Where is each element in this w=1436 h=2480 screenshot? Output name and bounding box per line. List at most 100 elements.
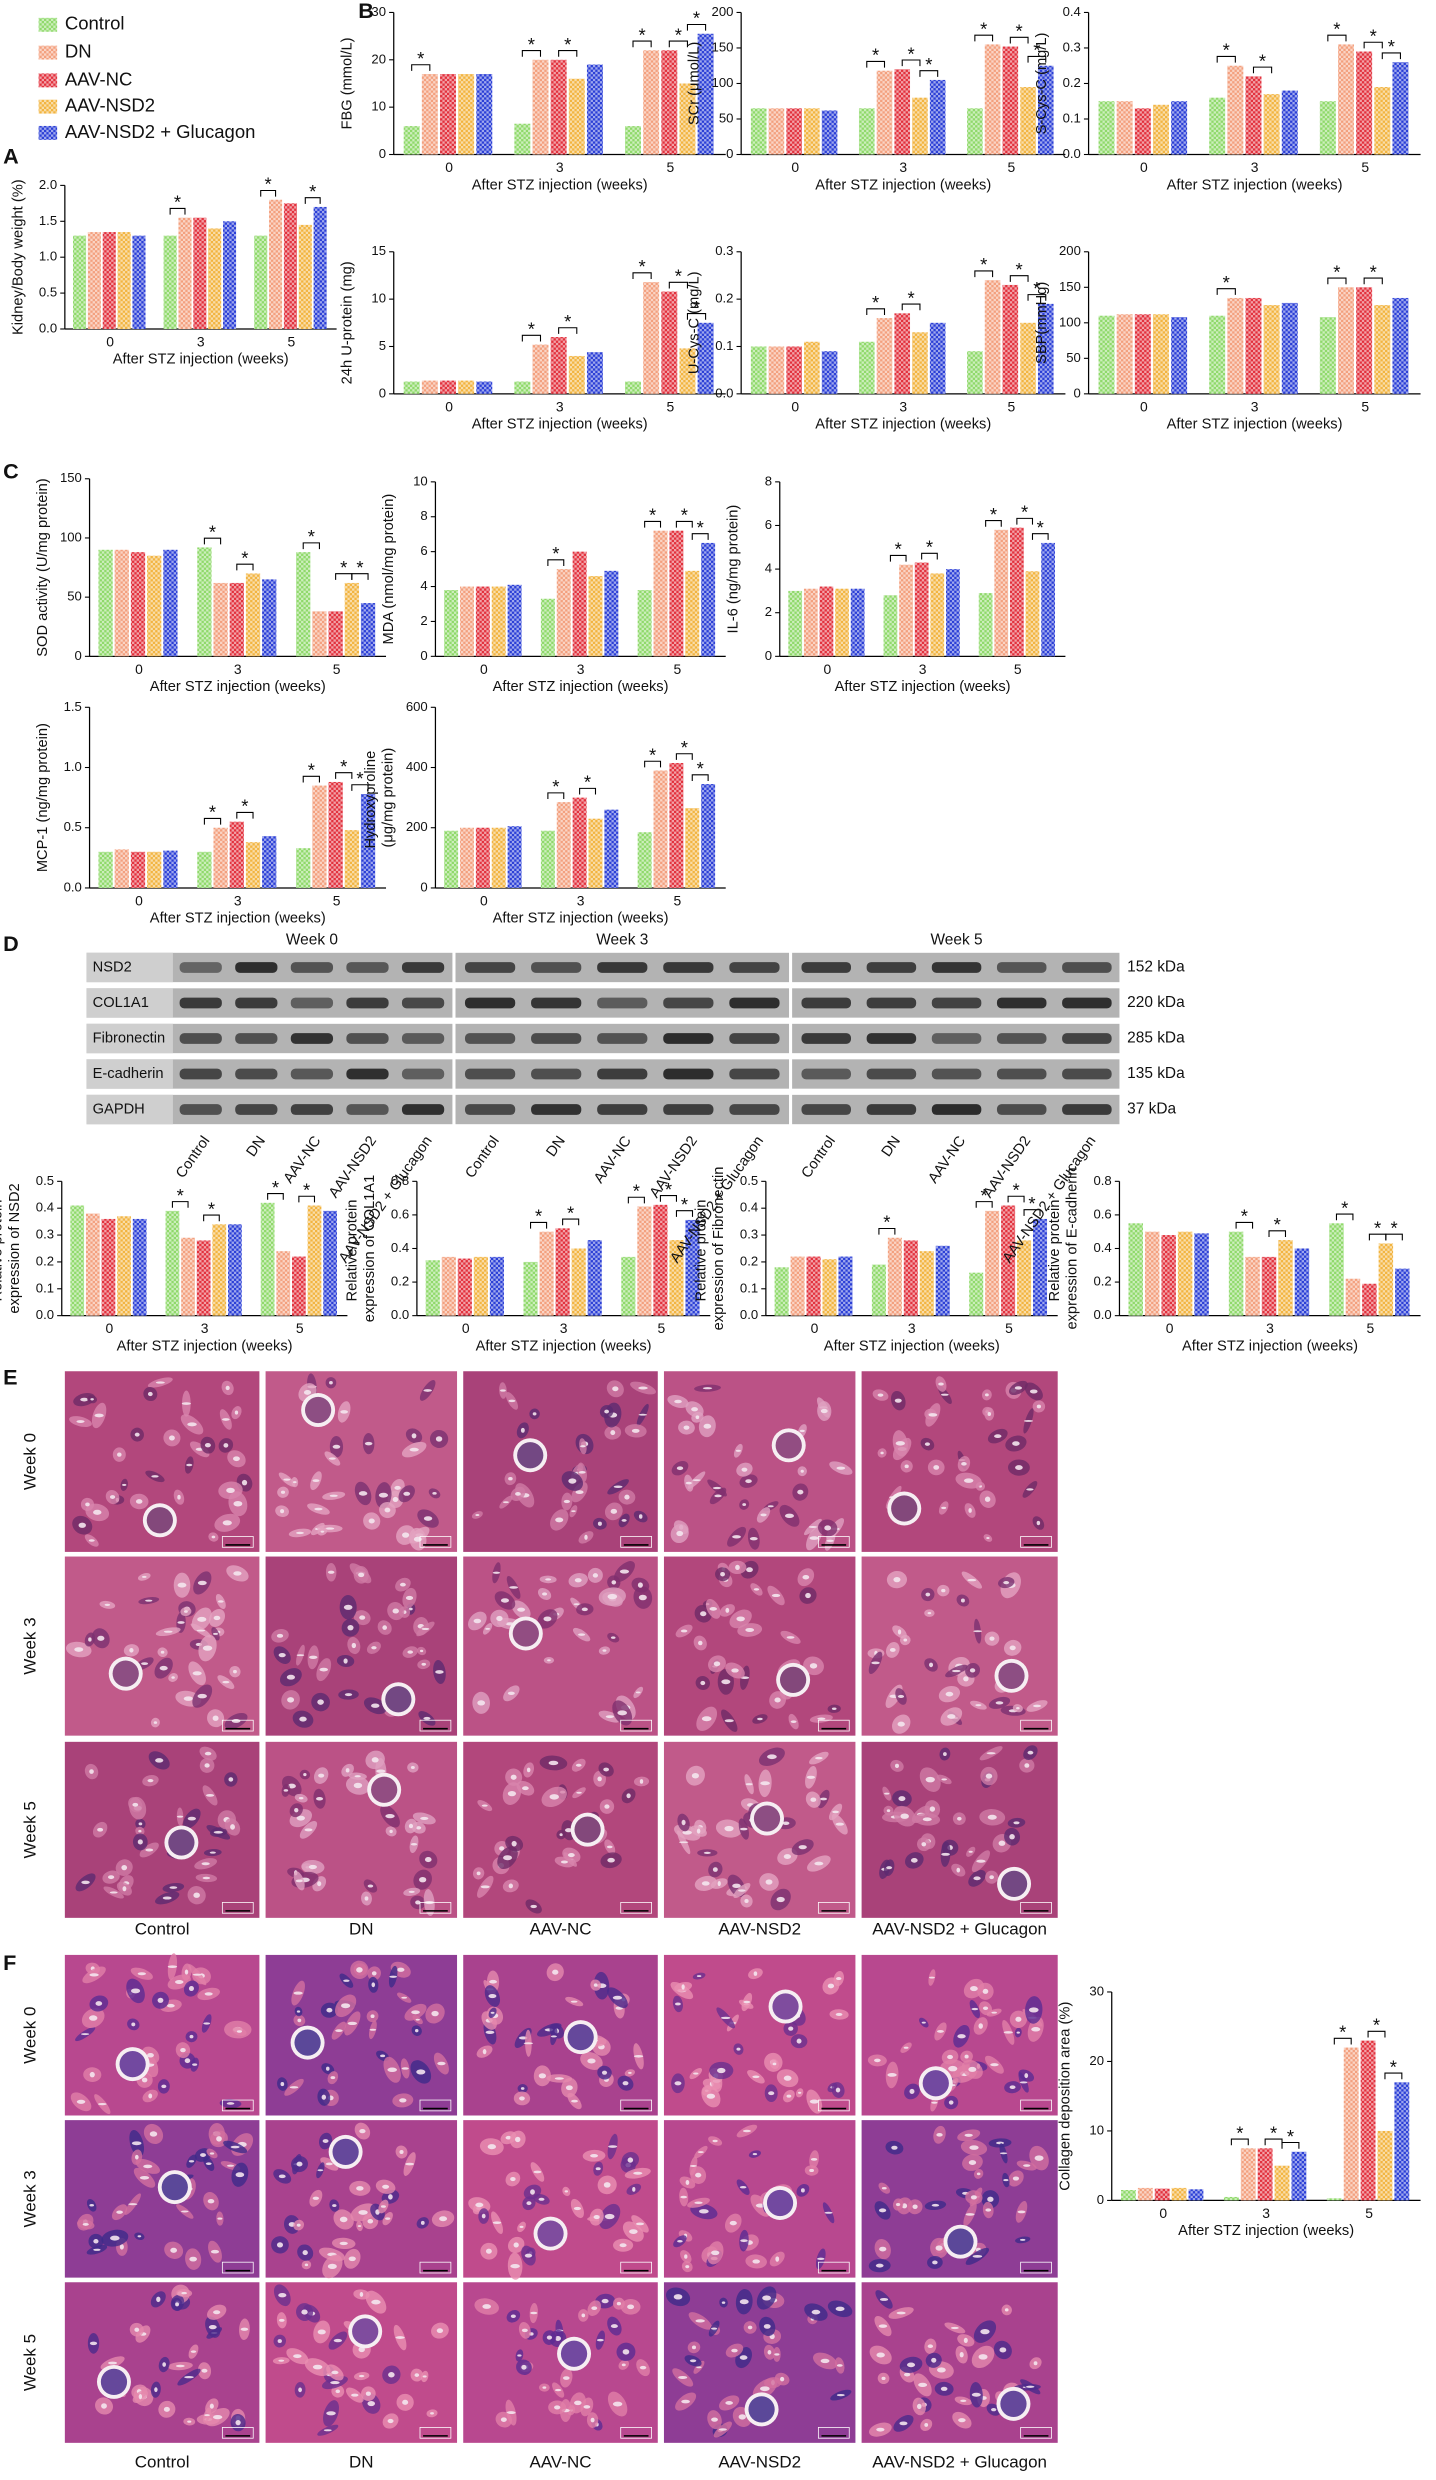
bar [1261,1256,1277,1316]
bar [587,1240,602,1316]
bar [262,836,277,888]
tissue-lumen [141,1662,149,1665]
tissue-lumen [93,2239,99,2244]
tissue-lumen [601,2298,609,2304]
significance-bracket [675,753,693,760]
tissue-lumen [364,1896,369,1901]
bar [1037,65,1054,155]
tissue-lumen [814,1861,824,1866]
tissue-lumen [162,2362,167,2367]
tissue-lumen [947,1714,956,1719]
tissue-lumen [296,2161,303,2167]
histology-image [265,2282,458,2443]
histology-row-label: Week 3 [20,2170,39,2227]
blot-lane-label: Control [799,1133,839,1181]
tissue-lumen [627,2304,635,2310]
tissue-lumen [633,2171,643,2175]
significance-mark: * [981,1185,988,1206]
bar [768,346,785,394]
tissue-lumen [724,1825,734,1832]
histology-row-label: Week 3 [20,1617,39,1674]
significance-mark: * [980,254,987,275]
significance-bracket [1335,1213,1354,1221]
bar [1134,314,1151,394]
bar [117,232,131,329]
y-axis-label-line: expression of Fibronectin [711,1167,727,1331]
tissue-lumen [228,1777,234,1782]
bar [344,582,359,657]
bar [313,206,327,329]
blot-band [401,997,445,1009]
tissue-lumen [1015,1465,1023,1471]
x-axis-label: After STZ injection (weeks) [835,679,1011,695]
y-tick-label: 2.0 [39,177,57,192]
x-axis-label: After STZ injection (weeks) [1167,177,1343,193]
bar [887,1237,902,1316]
tissue-lumen [927,1611,932,1615]
tissue-lumen [550,2035,557,2038]
bar [1263,305,1280,394]
tissue-lumen [1034,2155,1044,2161]
tissue-lumen [976,1859,986,1863]
x-axis-label: After STZ injection (weeks) [472,417,648,433]
tissue-lumen [965,2213,975,2216]
y-tick-label: 50 [67,589,82,604]
tissue-lumen [192,1973,203,1976]
y-tick-label: 100 [1059,314,1081,329]
tissue-lumen [186,1463,193,1467]
blot-band [729,1068,780,1080]
blot-band [663,1068,714,1080]
scale-bar-box [817,1719,850,1732]
tissue-lumen [986,1537,990,1540]
tissue-lumen [739,1827,748,1831]
bar [919,1251,934,1316]
bar [1020,322,1036,394]
significance-mark: * [1012,1179,1019,1200]
tissue-lumen [213,2310,221,2315]
tissue-lumen [783,1854,792,1859]
tissue-lumen [884,1792,890,1795]
tissue-lumen [187,2420,192,2423]
tissue-lumen [826,1539,834,1543]
tissue-lumen [387,2418,394,2424]
tissue-lumen [904,2372,911,2377]
tissue-lumen [213,2414,223,2420]
tissue-lumen [810,1797,817,1802]
tissue-lumen [517,1607,526,1612]
tissue-lumen [296,1815,305,1821]
tissue-lumen [292,1481,297,1484]
tissue-lumen [1023,2164,1031,2167]
significance-mark: * [241,547,248,568]
tissue-lumen [622,2081,629,2086]
tissue-lumen [957,2034,966,2039]
significance-bracket [668,40,688,48]
tissue-lumen [143,2164,153,2169]
tissue-lumen [596,2338,604,2342]
x-tick-label: 5 [667,159,675,175]
y-tick-label: 20 [1089,2053,1104,2068]
tissue-lumen [918,2382,928,2388]
tissue-lumen [963,1478,974,1483]
tissue-lumen [408,1823,414,1829]
bar [323,1210,337,1316]
glomerulus [371,1776,398,1803]
significance-mark: * [309,181,316,202]
panel-label: C [3,458,19,483]
tissue-lumen [523,2042,534,2045]
bar [1257,2148,1273,2201]
tissue-lumen [578,1470,586,1474]
tissue-lumen [376,1769,386,1773]
tissue-lumen [798,1845,807,1850]
significance-mark: * [209,802,216,823]
significance-mark: * [1339,2022,1346,2043]
bar [458,380,475,394]
blot-band [401,1033,445,1044]
bar [491,586,506,657]
tissue-lumen [415,1900,421,1905]
tissue-lumen [907,2362,916,2368]
significance-bracket [974,270,994,278]
bar [1338,44,1354,155]
tissue-lumen [80,1397,89,1402]
tissue-lumen [603,1767,610,1772]
tissue-lumen [196,1629,206,1632]
